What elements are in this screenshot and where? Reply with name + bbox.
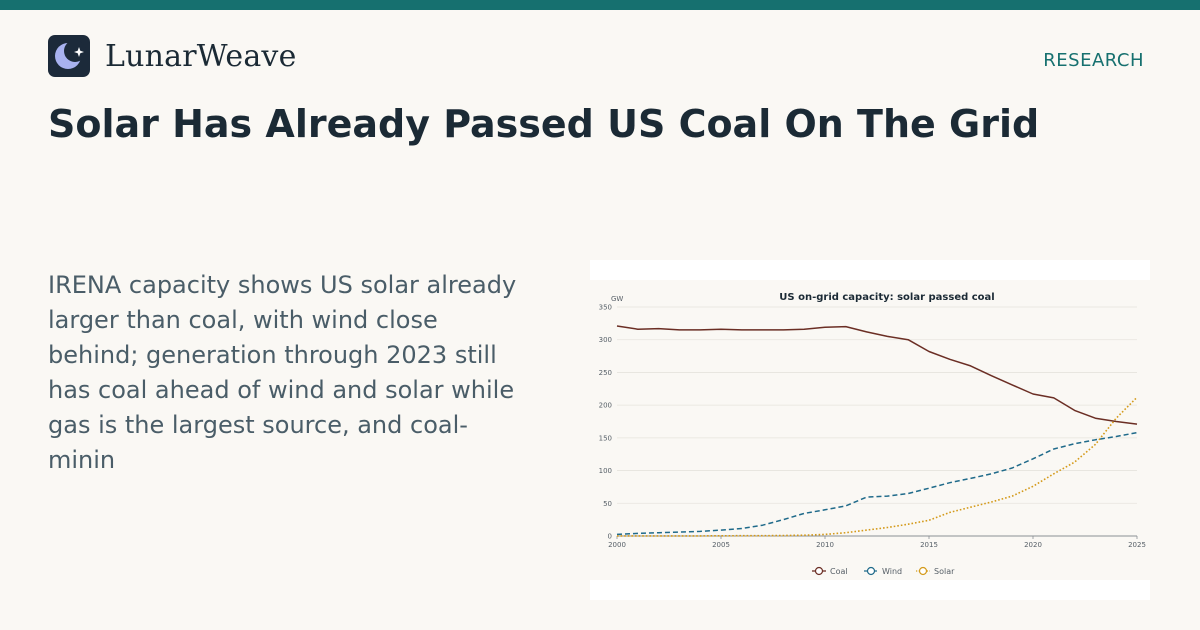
top-accent-bar [0, 0, 1200, 10]
x-tick-label: 2000 [608, 541, 626, 549]
brand-name: LunarWeave [105, 38, 297, 74]
y-tick-label: 300 [599, 336, 612, 344]
capacity-line-chart: US on-grid capacity: solar passed coal GW… [590, 280, 1150, 580]
moon-logo-icon [48, 35, 90, 77]
plot-background [590, 280, 1150, 580]
chart-title: US on-grid capacity: solar passed coal [779, 292, 994, 303]
y-tick-label: 100 [599, 467, 612, 475]
legend-label: Coal [830, 567, 848, 576]
summary-text: IRENA capacity shows US solar already la… [48, 271, 517, 474]
page-title: Solar Has Already Passed US Coal On The … [48, 102, 1040, 146]
brand: LunarWeave [48, 35, 297, 77]
series-line-solar [617, 396, 1138, 537]
section-label: RESEARCH [1043, 50, 1144, 71]
y-axis-label: GW [611, 295, 623, 303]
legend-label: Solar [934, 567, 955, 576]
y-tick-label: 350 [599, 304, 612, 312]
x-tick-label: 2015 [920, 541, 938, 549]
chart-card: US on-grid capacity: solar passed coal GW… [590, 260, 1150, 600]
x-tick-label: 2025 [1128, 541, 1146, 549]
legend-label: Wind [882, 567, 902, 576]
y-tick-label: 50 [603, 500, 612, 508]
x-tick-label: 2010 [816, 541, 834, 549]
y-tick-label: 150 [599, 434, 612, 442]
x-tick-label: 2020 [1024, 541, 1042, 549]
legend-marker [814, 566, 824, 576]
series-line-wind [616, 431, 1138, 536]
y-tick-label: 200 [599, 402, 612, 410]
series-line-coal [616, 325, 1138, 425]
y-tick-label: 250 [599, 369, 612, 377]
x-tick-label: 2005 [712, 541, 730, 549]
legend-marker [918, 566, 928, 576]
legend-marker [866, 566, 876, 576]
y-tick-label: 0 [608, 533, 612, 541]
